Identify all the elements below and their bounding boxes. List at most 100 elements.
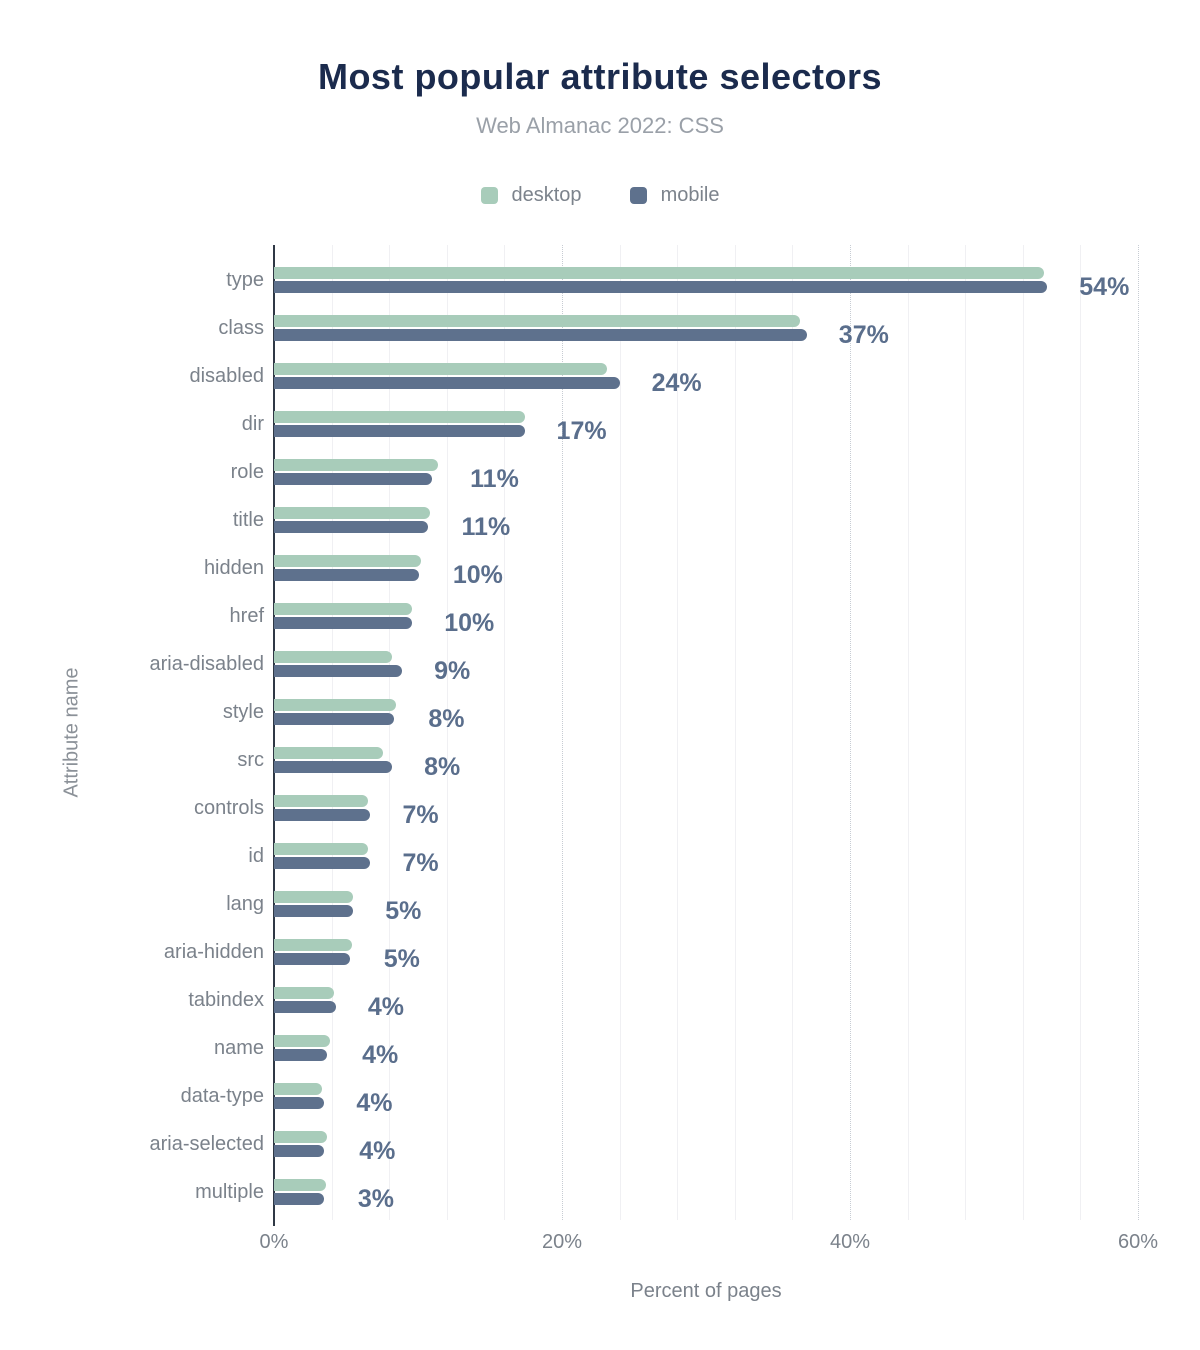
category-label-aria-selected: aria-selected [149,1133,264,1155]
bar-desktop-role [274,459,439,471]
minor-gridline [1022,245,1024,1220]
minor-gridline [792,245,794,1220]
value-label-lang: 5% [385,897,422,925]
category-label-aria-hidden: aria-hidden [163,941,264,963]
value-label-href: 10% [444,609,495,637]
bar-desktop-src [274,747,384,759]
bar-mobile-role [274,473,433,485]
chart-title: Most popular attribute selectors [317,56,883,97]
bar-desktop-aria-disabled [274,651,393,663]
bar-mobile-controls [274,809,371,821]
bar-mobile-class [274,329,807,341]
chart-subtitle: Web Almanac 2022: CSS [476,113,724,138]
bar-mobile-dir [274,425,525,437]
value-label-src: 8% [424,753,461,781]
bar-desktop-multiple [274,1179,326,1191]
x-axis-title: Percent of pages [630,1280,782,1302]
bar-desktop-title [274,507,430,519]
bar-mobile-style [274,713,394,725]
y-axis-line [273,245,275,1226]
legend: desktop mobile [0,184,1200,207]
bar-mobile-aria-selected [274,1145,325,1157]
bar-mobile-href [274,617,413,629]
category-label-aria-disabled: aria-disabled [149,653,264,675]
legend-item-desktop: desktop [480,184,582,207]
bar-desktop-disabled [274,363,607,375]
legend-label-mobile: mobile [660,184,720,206]
bar-desktop-id [274,843,368,855]
legend-item-mobile: mobile [629,184,720,207]
minor-gridline [734,245,736,1220]
minor-gridline [331,245,333,1220]
category-label-controls: controls [193,797,264,819]
major-gridline [1138,245,1139,1220]
mobile-swatch-icon [629,187,647,204]
value-label-aria-disabled: 9% [434,657,471,685]
bar-desktop-controls [274,795,368,807]
category-label-name: name [213,1037,264,1059]
value-label-disabled: 24% [651,369,702,397]
bar-desktop-aria-selected [274,1131,328,1143]
bar-mobile-disabled [274,377,620,389]
bar-mobile-lang [274,905,354,917]
value-label-tabindex: 4% [367,993,405,1021]
bar-desktop-class [274,315,800,327]
bar-desktop-data-type [274,1083,322,1095]
minor-gridline [504,245,506,1220]
bar-desktop-style [274,699,397,711]
minor-gridline [907,245,909,1220]
category-label-data-type: data-type [180,1085,264,1107]
minor-gridline [619,245,621,1220]
category-label-multiple: multiple [195,1181,264,1203]
bar-mobile-aria-disabled [274,665,403,677]
value-label-dir: 17% [556,417,607,445]
value-label-name: 4% [362,1041,399,1069]
bar-mobile-name [274,1049,328,1061]
category-label-role: role [230,461,264,483]
major-gridline [562,245,563,1220]
category-label-type: type [226,269,264,291]
category-label-title: title [232,509,264,531]
x-tick-label-60%: 60% [1117,1231,1159,1253]
value-label-type: 54% [1079,273,1130,301]
category-label-dir: dir [241,413,264,435]
value-label-aria-selected: 4% [359,1137,396,1165]
value-label-multiple: 3% [357,1185,394,1213]
minor-gridline [677,245,679,1220]
minor-gridline [446,245,448,1220]
bar-mobile-type [274,281,1048,293]
bar-mobile-aria-hidden [274,953,351,965]
bar-desktop-lang [274,891,354,903]
major-gridline [850,245,851,1220]
value-label-controls: 7% [402,801,439,829]
category-label-src: src [237,749,264,771]
bar-mobile-src [274,761,393,773]
category-label-tabindex: tabindex [188,989,264,1011]
category-label-href: href [229,605,264,627]
minor-gridline [389,245,391,1220]
desktop-swatch-icon [480,187,498,204]
x-tick-label-40%: 40% [829,1231,871,1253]
bar-desktop-dir [274,411,525,423]
value-label-style: 8% [428,705,465,733]
value-label-class: 37% [838,321,889,349]
value-label-role: 11% [470,465,519,493]
bar-mobile-title [274,521,429,533]
legend-label-desktop: desktop [511,184,582,206]
value-label-aria-hidden: 5% [383,945,420,973]
category-label-class: class [218,317,264,339]
category-label-lang: lang [226,893,264,915]
minor-gridline [1080,245,1082,1220]
x-tick-label-20%: 20% [541,1231,583,1253]
category-label-style: style [222,701,264,723]
bar-desktop-hidden [274,555,421,567]
bar-desktop-aria-hidden [274,939,352,951]
y-axis-title: Attribute name [60,666,83,798]
value-label-id: 7% [402,849,439,877]
bar-mobile-tabindex [274,1001,336,1013]
category-label-disabled: disabled [189,365,264,387]
x-tick-label-0%: 0% [259,1231,289,1253]
category-label-id: id [248,845,264,867]
